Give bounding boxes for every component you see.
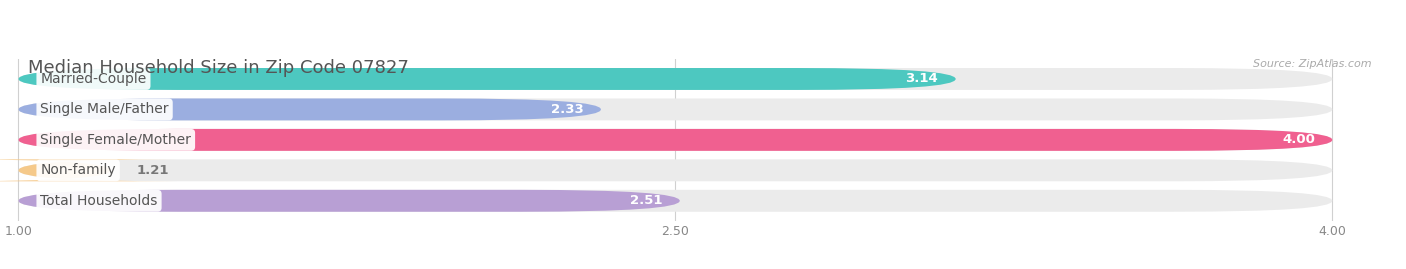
FancyBboxPatch shape (18, 68, 1333, 90)
FancyBboxPatch shape (18, 129, 1333, 151)
Text: Source: ZipAtlas.com: Source: ZipAtlas.com (1253, 59, 1371, 69)
FancyBboxPatch shape (18, 68, 956, 90)
FancyBboxPatch shape (18, 190, 1333, 212)
Text: 2.51: 2.51 (630, 194, 662, 207)
Text: 2.33: 2.33 (551, 103, 583, 116)
FancyBboxPatch shape (18, 98, 1333, 121)
Text: Median Household Size in Zip Code 07827: Median Household Size in Zip Code 07827 (28, 59, 409, 77)
Text: Non-family: Non-family (41, 163, 115, 177)
FancyBboxPatch shape (0, 159, 176, 181)
Text: Married-Couple: Married-Couple (41, 72, 146, 86)
FancyBboxPatch shape (18, 159, 1333, 181)
Text: Single Male/Father: Single Male/Father (41, 102, 169, 116)
FancyBboxPatch shape (18, 98, 600, 121)
FancyBboxPatch shape (18, 129, 1333, 151)
FancyBboxPatch shape (18, 190, 679, 212)
Text: 4.00: 4.00 (1282, 133, 1315, 146)
Text: Total Households: Total Households (41, 194, 157, 208)
Text: 3.14: 3.14 (905, 72, 938, 86)
Text: 1.21: 1.21 (136, 164, 169, 177)
Text: Single Female/Mother: Single Female/Mother (41, 133, 191, 147)
